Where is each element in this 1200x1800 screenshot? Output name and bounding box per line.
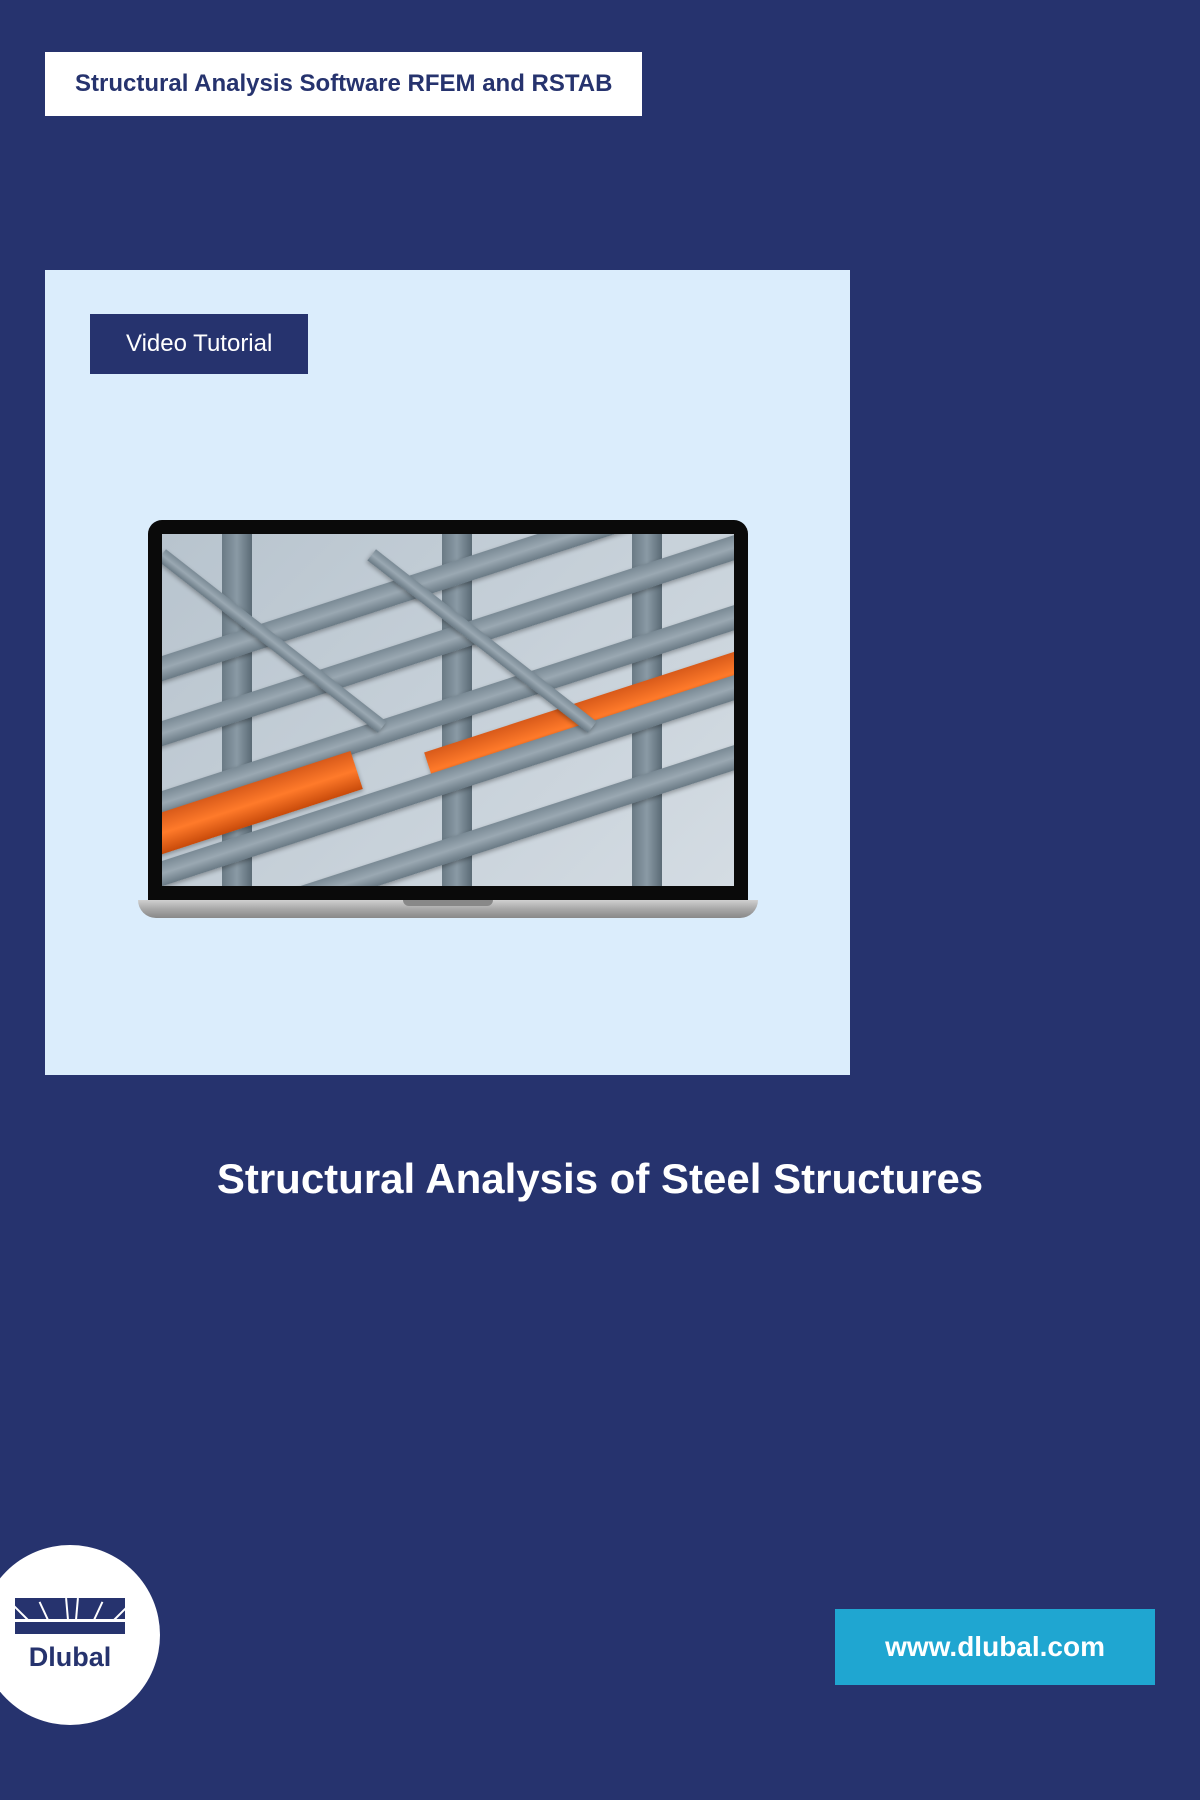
laptop-base — [138, 900, 758, 918]
content-panel: Video Tutorial — [45, 270, 850, 1075]
video-tutorial-badge: Video Tutorial — [90, 314, 308, 374]
url-text: www.dlubal.com — [885, 1631, 1105, 1662]
bridge-icon — [15, 1598, 125, 1634]
video-badge-text: Video Tutorial — [126, 330, 272, 357]
page-title: Structural Analysis of Steel Structures — [0, 1155, 1200, 1203]
laptop-screen — [148, 520, 748, 900]
url-badge[interactable]: www.dlubal.com — [835, 1609, 1155, 1685]
screen-content — [162, 534, 734, 886]
brand-logo: Dlubal — [0, 1545, 160, 1725]
page-title-text: Structural Analysis of Steel Structures — [217, 1155, 983, 1202]
header-badge-text: Structural Analysis Software RFEM and RS… — [75, 70, 612, 97]
header-badge: Structural Analysis Software RFEM and RS… — [45, 52, 642, 116]
laptop-mockup — [148, 520, 748, 918]
brand-name: Dlubal — [29, 1642, 112, 1673]
